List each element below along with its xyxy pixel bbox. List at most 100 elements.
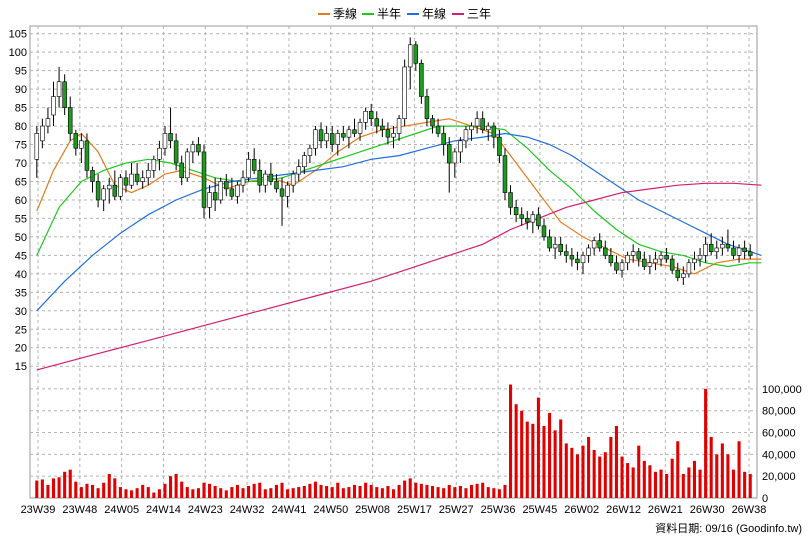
candle-body bbox=[224, 181, 229, 190]
volume-bar bbox=[581, 445, 585, 498]
volume-bar bbox=[715, 454, 719, 498]
candle-body bbox=[658, 255, 664, 260]
candle-body bbox=[324, 133, 329, 142]
volume-bar bbox=[425, 484, 429, 498]
candle-body bbox=[279, 188, 285, 197]
volume-bar bbox=[286, 489, 290, 498]
candle-body bbox=[129, 173, 134, 186]
candle-body bbox=[469, 125, 474, 131]
volume-bar bbox=[57, 477, 61, 498]
price-tick-label: 20 bbox=[15, 343, 27, 355]
plot-frame bbox=[29, 25, 758, 499]
candle-body bbox=[173, 140, 179, 164]
volume-bar bbox=[447, 484, 451, 498]
candle-body bbox=[625, 255, 630, 264]
candle-body bbox=[45, 118, 51, 127]
volume-bar bbox=[180, 481, 184, 498]
x-tick-label: 24W23 bbox=[188, 504, 223, 516]
volume-bar bbox=[302, 486, 306, 498]
volume-bar bbox=[230, 487, 234, 498]
volume-bar bbox=[96, 488, 100, 498]
price-tick-label: 70 bbox=[15, 158, 27, 170]
candle-body bbox=[363, 110, 368, 123]
price-tick-label: 80 bbox=[15, 121, 27, 133]
legend-item-half-year: 半年 bbox=[362, 5, 401, 22]
ma-line bbox=[36, 132, 762, 312]
candle-body bbox=[714, 247, 720, 252]
volume-bar bbox=[113, 478, 117, 498]
volume-bar bbox=[369, 484, 373, 498]
candle-body bbox=[558, 243, 563, 252]
volume-bar bbox=[213, 486, 217, 498]
volume-bar bbox=[709, 436, 713, 498]
volume-bar bbox=[124, 489, 128, 498]
candle-body bbox=[608, 255, 614, 264]
candle-body bbox=[341, 133, 346, 138]
candle-body bbox=[290, 173, 296, 186]
candle-body bbox=[642, 258, 647, 267]
candle-body bbox=[407, 44, 413, 68]
candlesticks bbox=[34, 37, 753, 285]
volume-bar bbox=[358, 486, 362, 498]
candle-body bbox=[396, 118, 402, 134]
volume-bar bbox=[224, 490, 228, 498]
volume-bar bbox=[118, 487, 122, 498]
candle-body bbox=[446, 144, 452, 164]
volume-bar bbox=[163, 483, 167, 498]
volume-bar bbox=[453, 487, 457, 498]
candle-body bbox=[530, 214, 536, 223]
volume-bar bbox=[274, 484, 278, 498]
volume-bar bbox=[146, 487, 150, 498]
candle-body bbox=[497, 136, 502, 156]
volume-bar bbox=[665, 474, 669, 498]
volume-bar bbox=[258, 482, 262, 498]
volume-bar bbox=[325, 486, 329, 498]
x-tick-label: 26W12 bbox=[606, 504, 641, 516]
legend-item-quarter: 季線 bbox=[318, 5, 357, 22]
volume-bar bbox=[458, 486, 462, 498]
volume-bar bbox=[609, 436, 613, 498]
x-tick-label: 24W14 bbox=[146, 504, 181, 516]
candle-body bbox=[536, 214, 541, 227]
candle-body bbox=[335, 133, 341, 145]
candle-body bbox=[525, 218, 530, 223]
volume-bar bbox=[631, 467, 635, 498]
volume-bar bbox=[726, 454, 730, 498]
volume-bar bbox=[704, 388, 708, 498]
price-tick-label: 60 bbox=[15, 195, 27, 207]
candle-body bbox=[151, 159, 157, 171]
volume-bar bbox=[347, 487, 351, 498]
volume-bar bbox=[509, 384, 513, 498]
price-tick-label: 15 bbox=[15, 361, 27, 373]
candle-body bbox=[452, 151, 458, 164]
candle-body bbox=[157, 147, 162, 160]
candle-body bbox=[146, 170, 151, 179]
candle-body bbox=[90, 170, 95, 182]
volume-bar bbox=[247, 486, 251, 498]
price-tick-label: 30 bbox=[15, 306, 27, 318]
volume-bar bbox=[235, 484, 239, 498]
volume-bar bbox=[553, 430, 557, 498]
candle-body bbox=[207, 192, 212, 208]
candle-body bbox=[140, 177, 145, 182]
candle-body bbox=[519, 214, 524, 219]
volume-bar bbox=[408, 478, 412, 498]
volume-bar bbox=[85, 483, 89, 498]
candle-body bbox=[62, 81, 67, 108]
candle-body bbox=[564, 251, 569, 256]
volume-bar bbox=[603, 452, 607, 498]
volume-bar bbox=[107, 474, 111, 498]
volume-bar bbox=[169, 476, 173, 498]
volume-bar bbox=[670, 458, 674, 498]
candle-body bbox=[162, 133, 168, 149]
price-tick-label: 100 bbox=[9, 47, 27, 59]
legend-label-quarter: 季線 bbox=[333, 7, 358, 21]
x-tick-label: 24W05 bbox=[104, 504, 139, 516]
volume-tick-label: 100,000 bbox=[762, 384, 802, 396]
candle-body bbox=[380, 125, 385, 131]
volume-bar bbox=[592, 450, 596, 498]
price-tick-label: 90 bbox=[15, 84, 27, 96]
candle-body bbox=[486, 125, 491, 131]
legend-swatch-quarter bbox=[318, 12, 330, 15]
